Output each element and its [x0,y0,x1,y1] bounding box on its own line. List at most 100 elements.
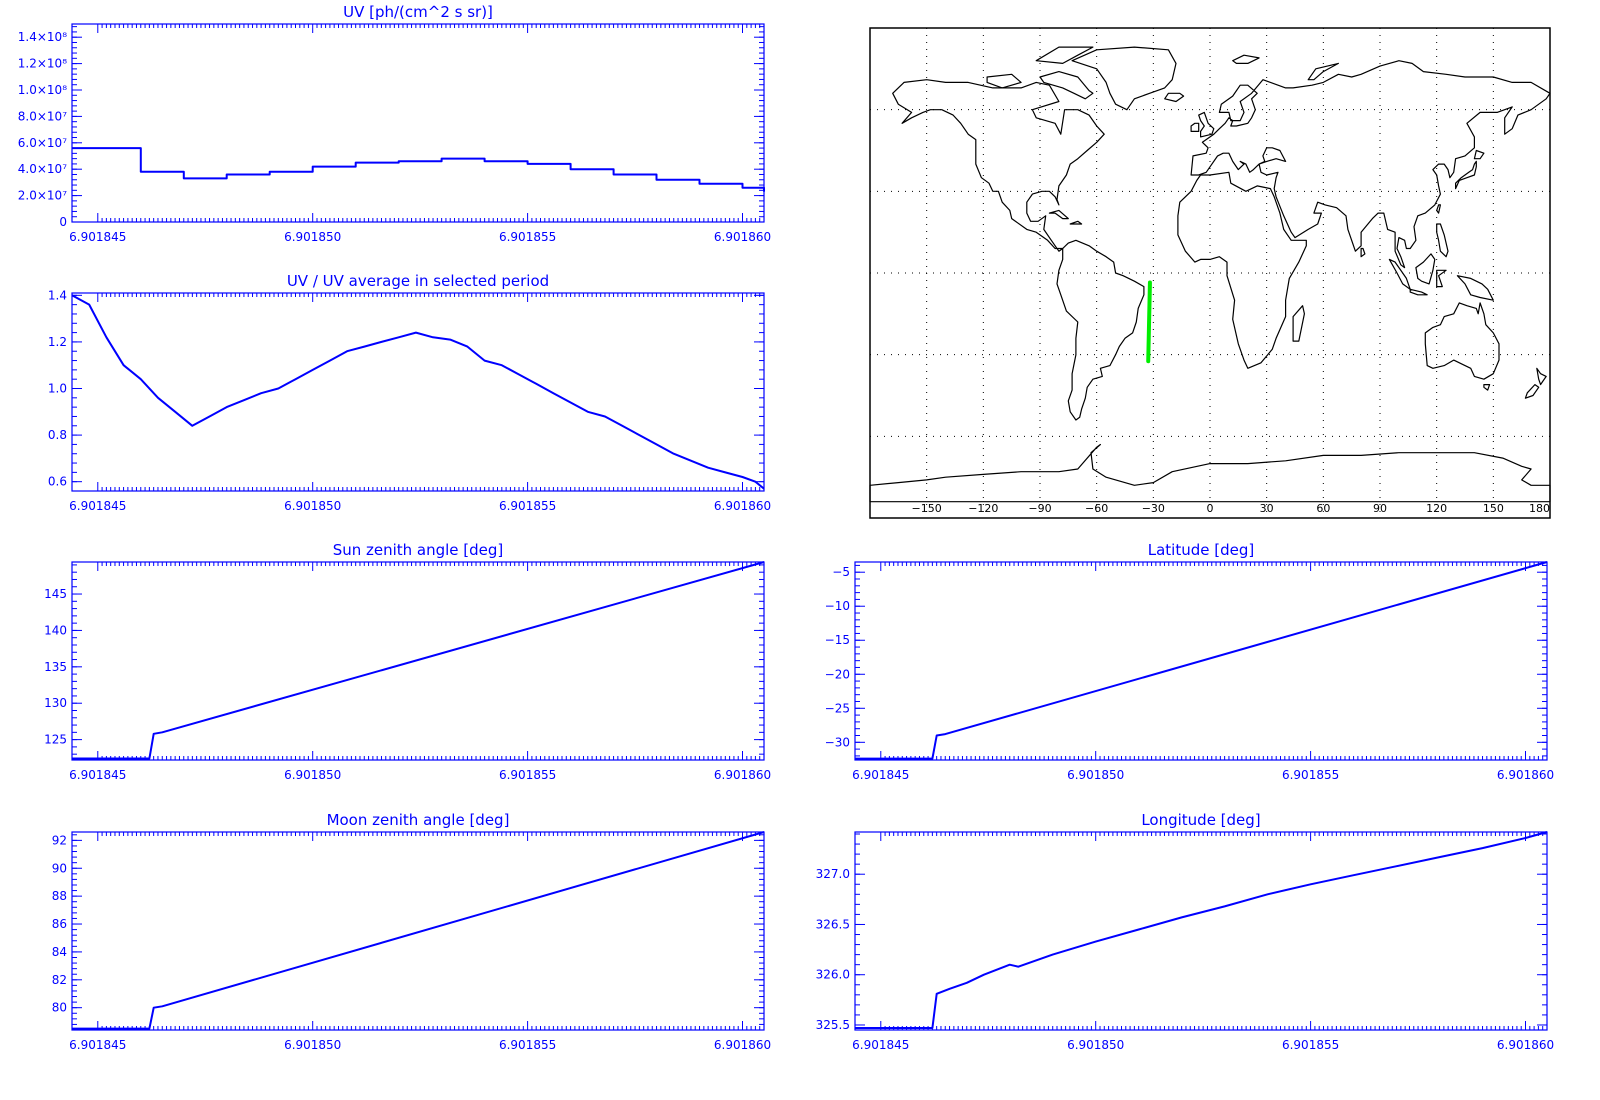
coastline-africa [1177,171,1307,369]
chart-title: UV / UV average in selected period [287,272,549,290]
x-tick-label: 6.901845 [852,1038,909,1052]
map-lon-label: −60 [1085,502,1108,515]
y-tick-label: 0.8 [48,428,67,442]
orbit-track [1146,280,1152,364]
coastline-ellesmere [1035,46,1094,64]
x-tick-label: 6.901860 [714,499,771,513]
y-tick-label: 326.5 [816,917,850,931]
x-tick-label: 6.901855 [499,230,556,244]
coastline-iceland [1164,92,1185,103]
map-lon-label: 0 [1207,502,1214,515]
coastline-new-guinea [1456,275,1494,301]
x-tick-label: 6.901860 [1497,768,1554,782]
y-tick-label: −25 [825,701,850,715]
x-tick-label: 6.901845 [69,499,126,513]
coastline-novaya-zemlya [1307,62,1339,81]
coastline-java [1409,288,1428,296]
map-lon-label: −120 [968,502,998,515]
series-line [72,561,765,760]
chart-title: Longitude [deg] [1141,811,1260,829]
world-map: −150 −120 −90 −60 −30 0 30 60 90 120 150 180 [869,27,1551,519]
y-tick-label: 1.4 [48,288,67,302]
series-line [72,831,765,1030]
map-lon-label: 90 [1373,502,1387,515]
coastline-antarctica [869,443,1551,503]
y-tick-label: 86 [52,917,67,931]
map-lon-label: 120 [1426,502,1447,515]
coastline-new-zealand-south [1524,384,1540,399]
plot-frame [71,23,765,223]
coastline-borneo [1415,253,1436,285]
x-tick-label: 6.901845 [852,768,909,782]
y-tick-label: 140 [44,623,67,637]
x-tick-label: 6.901855 [499,1038,556,1052]
y-tick-label: 80 [52,1001,67,1015]
x-tick-label: 6.901850 [284,230,341,244]
x-tick-label: 6.901855 [499,499,556,513]
chart-uv-ratio: UV / UV average in selected period 6.9018… [48,272,771,513]
y-tick-label: −10 [825,599,850,613]
x-tick-label: 6.901860 [714,1038,771,1052]
x-tick-label: 6.901845 [69,1038,126,1052]
y-tick-label: 1.2×10⁸ [18,57,67,71]
y-tick-label: 135 [44,660,67,674]
coastline-new-zealand-north [1536,367,1547,386]
series-line [72,147,765,192]
coastline-north-america [892,79,1105,252]
plot-frame [71,831,765,1031]
y-tick-label: 2.0×10⁷ [18,189,67,203]
coastline-madagascar [1292,305,1305,342]
y-tick-label: 130 [44,696,67,710]
x-tick-label: 6.901855 [1282,768,1339,782]
chart-moon-zenith: Moon zenith angle [deg] 6.901845 6.901850 6… [52,811,771,1052]
plot-frame [71,561,765,761]
series-line [71,294,765,490]
y-tick-label: 145 [44,587,67,601]
y-tick-label: 1.4×10⁸ [18,30,67,44]
y-tick-label: −20 [825,667,850,681]
series-line [855,831,1548,1029]
x-tick-label: 6.901850 [284,499,341,513]
chart-latitude: Latitude [deg] 6.901845 6.901850 6.901855 6.… [825,541,1554,782]
x-tick-label: 6.901860 [1497,1038,1554,1052]
x-tick-label: 6.901850 [1067,1038,1124,1052]
coastline-victoria-island [986,73,1022,89]
y-tick-label: 1.0×10⁸ [18,83,67,97]
chart-title: Sun zenith angle [deg] [333,541,504,559]
map-lon-label: 180 [1529,502,1550,515]
x-tick-label: 6.901845 [69,768,126,782]
map-lon-label: −90 [1028,502,1051,515]
coastline-south-america [1056,239,1145,421]
y-tick-label: 88 [52,889,67,903]
coastline-sri-lanka [1360,247,1366,258]
x-tick-label: 6.901850 [284,1038,341,1052]
map-lon-label: 60 [1316,502,1330,515]
coastline-greenland [1071,46,1177,111]
orbit-track-line [1146,280,1152,364]
x-tick-label: 6.901855 [499,768,556,782]
map-lon-label: 150 [1483,502,1504,515]
y-tick-label: 82 [52,973,67,987]
y-tick-label: 325.5 [816,1018,850,1032]
coastline-japan [1455,160,1477,190]
y-tick-label: 1.0 [48,382,67,396]
series-line [855,561,1548,760]
y-tick-label: 0.6 [48,475,67,489]
coastline-eurasia [1190,60,1551,269]
coastline-cuba [1048,209,1069,220]
y-tick-label: 92 [52,833,67,847]
coastline-great-britain [1198,111,1215,138]
map-lon-label: −150 [912,502,942,515]
x-tick-label: 6.901850 [1067,768,1124,782]
x-tick-label: 6.901845 [69,230,126,244]
plot-frame [854,831,1548,1031]
coastline-hispaniola [1069,220,1083,225]
charts-layer: UV [ph/(cm^2 s sr)] 6.901845 6.901850 6.901… [18,3,1554,1052]
coastline-philippines [1436,223,1449,258]
x-tick-label: 6.901860 [714,768,771,782]
plot-frame [71,292,765,492]
y-tick-label: 0 [59,215,67,229]
y-tick-label: 8.0×10⁷ [18,109,67,123]
map-lon-label: −30 [1142,502,1165,515]
y-tick-label: 326.0 [816,968,850,982]
